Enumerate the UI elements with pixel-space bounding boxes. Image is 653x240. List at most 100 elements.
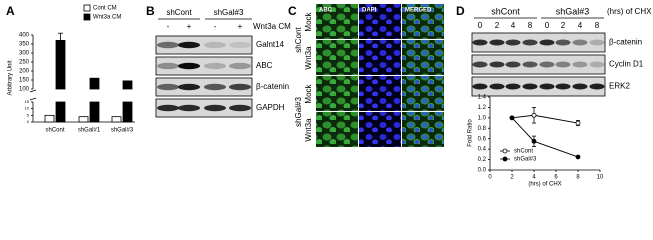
x-tick-label: shCont bbox=[45, 128, 64, 134]
micrograph bbox=[402, 76, 444, 111]
blot-band bbox=[505, 61, 521, 68]
legend-label: shGal#3 bbox=[514, 157, 537, 163]
time-label: 0 bbox=[545, 21, 550, 30]
bar-upper bbox=[122, 80, 133, 90]
blot-band bbox=[178, 41, 200, 49]
treatment-sign: - bbox=[167, 22, 170, 31]
micrograph bbox=[359, 40, 401, 75]
y-tick-label: 200 bbox=[19, 69, 30, 75]
point bbox=[509, 115, 515, 121]
blot-band bbox=[539, 61, 555, 68]
blot-label: β-catenin bbox=[609, 38, 642, 47]
legend-label: Cont CM bbox=[93, 6, 117, 12]
blot-band bbox=[472, 39, 488, 46]
treatment-sign: - bbox=[214, 22, 217, 31]
y-tick-label: 1.0 bbox=[478, 115, 487, 121]
legend-marker bbox=[502, 148, 508, 154]
legend-label: Wnt3a CM bbox=[93, 15, 121, 21]
micrograph bbox=[359, 76, 401, 111]
y-tick-label: 1.4 bbox=[478, 95, 487, 101]
blot-band bbox=[555, 39, 571, 46]
micrograph bbox=[316, 76, 358, 111]
group-label: shGal#3 bbox=[556, 6, 590, 16]
blot-band bbox=[472, 61, 488, 68]
x-tick-label: 6 bbox=[554, 175, 558, 181]
blot-label: ABC bbox=[256, 61, 273, 70]
blot-band bbox=[229, 104, 251, 112]
x-tick-label: shGal#3 bbox=[111, 128, 134, 134]
bar-lower bbox=[89, 101, 100, 123]
blot-band bbox=[555, 83, 571, 90]
group-label: shGal#3 bbox=[294, 97, 303, 127]
legend-swatch bbox=[83, 13, 91, 21]
y-tick-label: 1.2 bbox=[478, 105, 487, 111]
micrograph bbox=[402, 40, 444, 75]
blot-band bbox=[157, 62, 179, 70]
channel-label: MERGED bbox=[405, 8, 432, 14]
group-label: shCont bbox=[166, 8, 192, 17]
y-tick-label: 5 bbox=[27, 112, 30, 117]
blot-band bbox=[204, 41, 226, 49]
y-tick-label: 10 bbox=[25, 106, 30, 111]
x-tick-label: 8 bbox=[576, 175, 580, 181]
point bbox=[531, 112, 537, 118]
point bbox=[531, 138, 537, 144]
time-label: 2 bbox=[495, 21, 500, 30]
bar-upper bbox=[89, 77, 100, 90]
blot-band bbox=[229, 62, 251, 70]
micrograph bbox=[402, 112, 444, 147]
point bbox=[575, 120, 581, 126]
blot-band bbox=[229, 83, 251, 91]
micrograph bbox=[316, 40, 358, 75]
treatment-sign: + bbox=[238, 22, 243, 31]
legend-swatch bbox=[83, 4, 91, 12]
legend-marker bbox=[502, 156, 508, 162]
y-tick-label: 150 bbox=[19, 78, 30, 84]
time-label: 8 bbox=[528, 21, 533, 30]
blot-band bbox=[204, 62, 226, 70]
row-label: Wnt3a bbox=[304, 118, 313, 142]
bar-lower bbox=[122, 101, 133, 123]
page: A B C D 100 150 200 250 300 350 400 0 5 10 15 Arbit… bbox=[6, 4, 653, 188]
y-tick-label: 0.8 bbox=[478, 126, 487, 132]
blot-band bbox=[489, 83, 505, 90]
x-tick-label: 4 bbox=[532, 175, 536, 181]
micrograph bbox=[316, 112, 358, 147]
y-tick-label: 350 bbox=[19, 42, 30, 48]
blot bbox=[471, 76, 606, 97]
time-label: 0 bbox=[478, 21, 483, 30]
blot-label: GAPDH bbox=[256, 103, 285, 112]
bar bbox=[78, 116, 89, 123]
bar-lower bbox=[55, 101, 66, 123]
time-label: 4 bbox=[578, 21, 583, 30]
blot-band bbox=[178, 104, 200, 112]
blot bbox=[471, 32, 606, 53]
x-tick-label: shGal#1 bbox=[78, 128, 101, 134]
y-tick-label: 300 bbox=[19, 51, 30, 57]
group-label: shCont bbox=[491, 6, 520, 16]
blot-band bbox=[178, 83, 200, 91]
micrograph bbox=[359, 112, 401, 147]
row-label: Mock bbox=[304, 83, 313, 103]
blot-band bbox=[472, 83, 488, 90]
blot-band bbox=[522, 39, 538, 46]
blot bbox=[155, 35, 253, 55]
blot-band bbox=[157, 83, 179, 91]
channel-label: ABC bbox=[319, 8, 333, 14]
y-axis-label: Fold Ratio bbox=[468, 119, 474, 147]
blot-band bbox=[572, 39, 588, 46]
micrograph bbox=[359, 4, 401, 39]
panel-letter: C bbox=[288, 4, 297, 18]
blot-band bbox=[539, 39, 555, 46]
blot-band bbox=[589, 61, 605, 68]
blot-band bbox=[555, 61, 571, 68]
y-tick-label: 100 bbox=[19, 87, 30, 93]
blot-band bbox=[157, 104, 179, 112]
blot-band bbox=[572, 83, 588, 90]
blot-label: Galnt14 bbox=[256, 40, 285, 49]
group-label: shCont bbox=[294, 27, 303, 53]
time-label: 4 bbox=[511, 21, 516, 30]
blot-band bbox=[539, 83, 555, 90]
treatment-sign: + bbox=[187, 22, 192, 31]
group-label: shGal#3 bbox=[214, 8, 244, 17]
